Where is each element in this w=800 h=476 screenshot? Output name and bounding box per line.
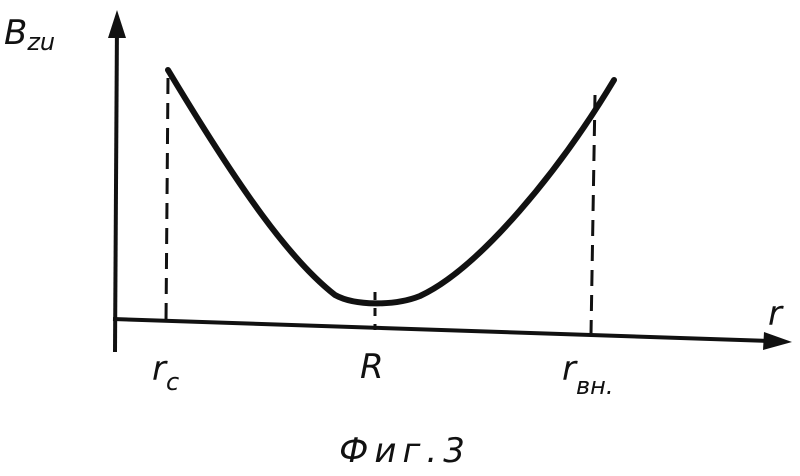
curve: [168, 70, 614, 303]
y-label-main: B: [4, 13, 27, 53]
x-arrow: [763, 332, 792, 350]
tick-label: R: [360, 347, 384, 387]
x-axis: [113, 319, 770, 341]
y-axis: [115, 22, 117, 352]
figure: Bzu r rc R rвн. Фиг.3: [0, 0, 800, 476]
tick-sub: c: [166, 368, 179, 396]
caption: Фиг.3: [339, 431, 471, 471]
guide-rvn: [591, 95, 595, 334]
y-label: Bzu: [4, 13, 55, 56]
guide-rc: [166, 78, 168, 322]
tick-label: rc: [152, 349, 179, 396]
y-arrow: [108, 10, 126, 38]
x-label: r: [768, 294, 784, 334]
y-label-sub: zu: [26, 28, 55, 56]
tick-sub: вн.: [576, 372, 613, 400]
tick-label: rвн.: [562, 349, 613, 400]
